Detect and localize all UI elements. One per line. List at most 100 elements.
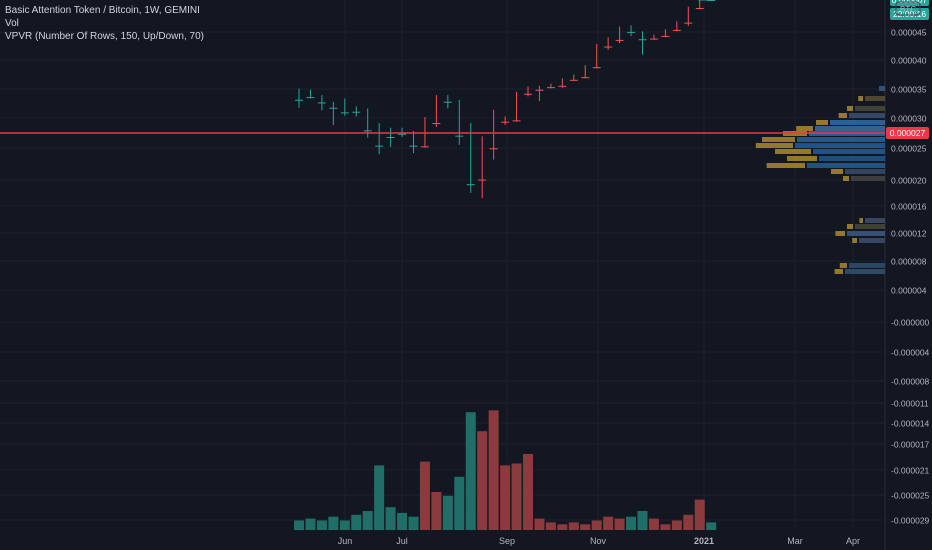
- volume-bar: [408, 516, 419, 530]
- price-tick-label: -0.000029: [891, 516, 930, 526]
- vpvr-row: [851, 176, 885, 181]
- overlay-layer: [0, 0, 885, 134]
- volume-bar: [465, 412, 476, 530]
- volume-bar: [545, 522, 556, 530]
- volume-bar: [351, 514, 362, 530]
- last-price-label: 0.000007: [892, 0, 928, 5]
- time-axis-label: Apr: [846, 536, 860, 546]
- volume-bar: [637, 511, 648, 530]
- time-axis-label: Mar: [787, 536, 803, 546]
- volume-bar: [294, 520, 304, 530]
- price-tick-label: 0.000008: [891, 257, 927, 267]
- candle-body: [306, 97, 315, 99]
- vpvr-row: [819, 156, 885, 161]
- vpvr-row: [849, 263, 885, 268]
- time-axis-label: Jul: [396, 536, 408, 546]
- volume-bar: [328, 516, 339, 530]
- vpvr-row: [813, 149, 885, 154]
- vpvr-row: [865, 96, 885, 101]
- volume-bar: [374, 465, 385, 530]
- volume-bar: [511, 463, 522, 530]
- vpvr-row: [807, 163, 885, 168]
- candle-body: [695, 7, 704, 9]
- vpvr-row: [859, 238, 885, 243]
- vpvr-row: [865, 218, 885, 223]
- vpvr-row: [830, 120, 885, 125]
- volume-bar: [671, 520, 682, 530]
- candle-body: [569, 79, 578, 81]
- indicator-volume-label[interactable]: Vol: [5, 18, 19, 29]
- horizontal-line-price-badge: [886, 127, 929, 139]
- vpvr-row: [855, 106, 885, 111]
- last-price-badge: [890, 0, 929, 6]
- candle-body: [524, 93, 532, 95]
- candle-body: [386, 136, 395, 138]
- volume-bar: [557, 524, 568, 530]
- volume-bar: [603, 516, 614, 530]
- volume-bar: [454, 476, 465, 530]
- volume-bar: [580, 524, 591, 530]
- vpvr-row-up: [796, 126, 813, 131]
- vpvr-row: [845, 169, 885, 174]
- price-tick-label: 0.000020: [891, 176, 927, 186]
- price-tick-label: 0.000030: [891, 114, 927, 124]
- price-tick-label: -0.000000: [891, 318, 930, 328]
- price-tick-label: 0.000025: [891, 144, 927, 154]
- volume-bar: [362, 511, 373, 530]
- axis-layer: 0.000045 0.000040 0.000035 0.000030 0.000025…: [338, 0, 930, 546]
- vpvr-row: [815, 126, 885, 131]
- volume-bar: [694, 499, 705, 530]
- vpvr-row: [879, 86, 885, 91]
- candle-body: [661, 35, 670, 37]
- price-tick-label: 0.000040: [891, 56, 927, 66]
- candle-body: [707, 0, 716, 1]
- price-tick-label: 0.000035: [891, 85, 927, 95]
- volume-bar: [419, 461, 430, 530]
- indicator-vpvr-label[interactable]: VPVR (Number Of Rows, 150, Up/Down, 70): [5, 31, 204, 42]
- time-axis-label: Jun: [338, 536, 353, 546]
- vpvr-profile: [755, 86, 885, 274]
- vpvr-row-up: [775, 149, 811, 154]
- candle-body: [455, 135, 464, 137]
- time-axis-label: Sep: [499, 536, 515, 546]
- symbol-title[interactable]: Basic Attention Token / Bitcoin, 1W, GEM…: [5, 5, 200, 16]
- price-tick-label: -0.000021: [891, 466, 930, 476]
- candle-body: [535, 89, 544, 91]
- candle-body: [581, 77, 590, 79]
- vpvr-row: [847, 231, 885, 236]
- countdown-badge: [890, 8, 929, 20]
- price-tick-label: -0.000017: [891, 440, 930, 450]
- vpvr-row-up: [839, 263, 847, 268]
- candle-body: [478, 179, 487, 181]
- candle-body: [443, 101, 452, 103]
- vpvr-row-up: [831, 169, 843, 174]
- volume-bar: [626, 516, 637, 530]
- candle-body: [649, 38, 658, 40]
- price-tick-label: -0.000011: [891, 399, 929, 409]
- volume-bar: [706, 522, 717, 530]
- chart-legend: Basic Attention Token / Bitcoin, 1W, GEM…: [5, 4, 204, 43]
- volume-bar: [477, 431, 488, 530]
- vpvr-row-up: [816, 120, 828, 125]
- price-tick-label: 0.000045: [891, 28, 927, 38]
- vpvr-row-up: [852, 238, 857, 243]
- price-tick-label: 0.000016: [891, 202, 927, 212]
- price-tick-label: -0.000025: [891, 491, 930, 501]
- volume-bar: [385, 507, 396, 530]
- candle-body: [558, 85, 567, 87]
- candle-body: [409, 145, 418, 147]
- currency-badge-label: BTC: [900, 5, 916, 14]
- vpvr-row-up: [787, 156, 817, 161]
- candle-body: [627, 31, 636, 33]
- vpvr-row-up: [762, 137, 795, 142]
- volume-bar: [614, 518, 625, 530]
- price-tick-label: -0.000014: [891, 419, 930, 429]
- candle-body: [489, 148, 498, 150]
- volume-bar: [339, 520, 350, 530]
- volume-bar: [534, 518, 545, 530]
- candle-body: [420, 146, 429, 148]
- volume-bar: [488, 410, 499, 530]
- candle-body: [398, 133, 407, 135]
